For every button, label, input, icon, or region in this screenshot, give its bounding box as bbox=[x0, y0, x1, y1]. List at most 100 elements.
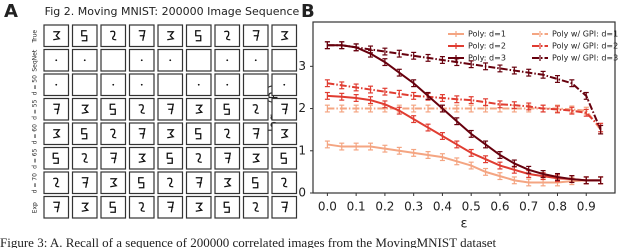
image-tile bbox=[271, 48, 298, 72]
error-bar bbox=[554, 105, 560, 114]
error-bar bbox=[540, 104, 546, 113]
image-tile bbox=[100, 48, 127, 72]
image-glyph bbox=[280, 152, 287, 164]
error-bar bbox=[497, 100, 503, 109]
row-label: d = 55 bbox=[32, 99, 39, 119]
image-dot bbox=[83, 59, 86, 62]
image-tile bbox=[185, 48, 212, 72]
caption: Figure 3: A. Recall of a sequence of 200… bbox=[0, 235, 497, 248]
error-bar bbox=[353, 142, 359, 151]
image-glyph bbox=[195, 104, 204, 114]
image-glyph bbox=[138, 104, 145, 114]
series-line bbox=[327, 44, 602, 131]
error-bar bbox=[439, 56, 445, 64]
error-bar bbox=[411, 148, 417, 157]
image-glyph bbox=[281, 201, 289, 213]
image-glyph bbox=[223, 201, 230, 213]
x-tick-label: 0.2 bbox=[375, 200, 394, 214]
error-bar bbox=[425, 91, 431, 100]
error-bar bbox=[583, 176, 589, 185]
x-tick-label: 0.9 bbox=[577, 200, 596, 214]
image-glyph bbox=[110, 178, 118, 188]
image-glyph bbox=[252, 128, 260, 139]
image-dot bbox=[197, 83, 200, 86]
error-bar bbox=[339, 142, 345, 151]
error-bar bbox=[353, 43, 359, 52]
error-bar bbox=[368, 85, 374, 94]
error-bar bbox=[382, 87, 388, 96]
error-bar bbox=[324, 91, 330, 100]
row-label: d = 65 bbox=[32, 148, 39, 168]
error-bar bbox=[411, 115, 417, 124]
error-bar bbox=[483, 98, 489, 107]
error-bar bbox=[324, 104, 330, 113]
y-tick-label: 0 bbox=[298, 186, 306, 200]
image-glyph bbox=[52, 152, 59, 164]
image-dot bbox=[169, 59, 172, 62]
error-bar bbox=[396, 106, 402, 115]
error-bar bbox=[411, 104, 417, 113]
error-bar bbox=[540, 170, 546, 178]
error-bar bbox=[324, 79, 330, 88]
image-tile bbox=[185, 146, 212, 170]
error-bar bbox=[468, 161, 474, 170]
row-label: d = 50 bbox=[32, 75, 39, 95]
error-bar bbox=[454, 157, 460, 166]
image-glyph bbox=[53, 129, 61, 139]
x-tick-label: 0.6 bbox=[490, 200, 509, 214]
legend-label: Poly w/ GPI: d=1 bbox=[552, 30, 618, 39]
error-bar bbox=[583, 91, 589, 100]
error-bar bbox=[526, 102, 532, 111]
error-bar bbox=[353, 94, 359, 102]
error-bar bbox=[554, 172, 560, 181]
error-bar bbox=[569, 79, 575, 88]
image-dot bbox=[112, 83, 115, 86]
image-dot bbox=[140, 59, 143, 62]
error-bar bbox=[468, 129, 474, 138]
image-glyph bbox=[53, 201, 61, 213]
error-bar bbox=[483, 62, 489, 71]
image-tile bbox=[71, 73, 98, 97]
error-bar bbox=[382, 144, 388, 153]
x-tick-label: 0.5 bbox=[462, 200, 481, 214]
error-bar bbox=[425, 104, 431, 113]
error-bar bbox=[411, 91, 417, 100]
error-bar bbox=[439, 104, 445, 113]
image-glyph bbox=[81, 177, 89, 188]
error-bar bbox=[439, 132, 445, 140]
error-bar bbox=[526, 165, 532, 174]
error-bar bbox=[425, 123, 431, 132]
error-bar bbox=[454, 140, 460, 149]
image-dot bbox=[226, 83, 229, 86]
error-bar bbox=[324, 140, 330, 149]
error-bar bbox=[439, 94, 445, 102]
error-bar bbox=[368, 142, 374, 151]
image-glyph bbox=[281, 103, 289, 115]
error-bar bbox=[468, 96, 474, 105]
image-glyph bbox=[224, 30, 231, 41]
error-bar bbox=[483, 140, 489, 149]
error-bar bbox=[353, 104, 359, 113]
error-bar bbox=[598, 176, 604, 185]
x-tick-label: 0.0 bbox=[318, 200, 337, 214]
image-tile bbox=[242, 73, 269, 97]
image-glyph bbox=[109, 103, 116, 115]
legend-label: Poly: d=2 bbox=[468, 42, 506, 51]
error-bar bbox=[483, 167, 489, 176]
error-bar bbox=[468, 104, 474, 113]
panel-label: B bbox=[301, 1, 315, 22]
image-glyph bbox=[138, 128, 146, 139]
error-bar bbox=[554, 75, 560, 83]
image-glyph bbox=[281, 177, 288, 188]
error-bar bbox=[368, 96, 374, 105]
error-bar bbox=[569, 106, 575, 115]
error-bar bbox=[511, 66, 517, 75]
row-label: SeqNet bbox=[32, 49, 39, 71]
error-bar bbox=[339, 81, 345, 90]
image-tile bbox=[157, 171, 184, 195]
error-bar bbox=[439, 153, 445, 162]
error-bar bbox=[483, 155, 489, 164]
row-label: Exp bbox=[32, 202, 39, 213]
image-tile bbox=[242, 195, 269, 219]
image-glyph bbox=[224, 178, 232, 188]
